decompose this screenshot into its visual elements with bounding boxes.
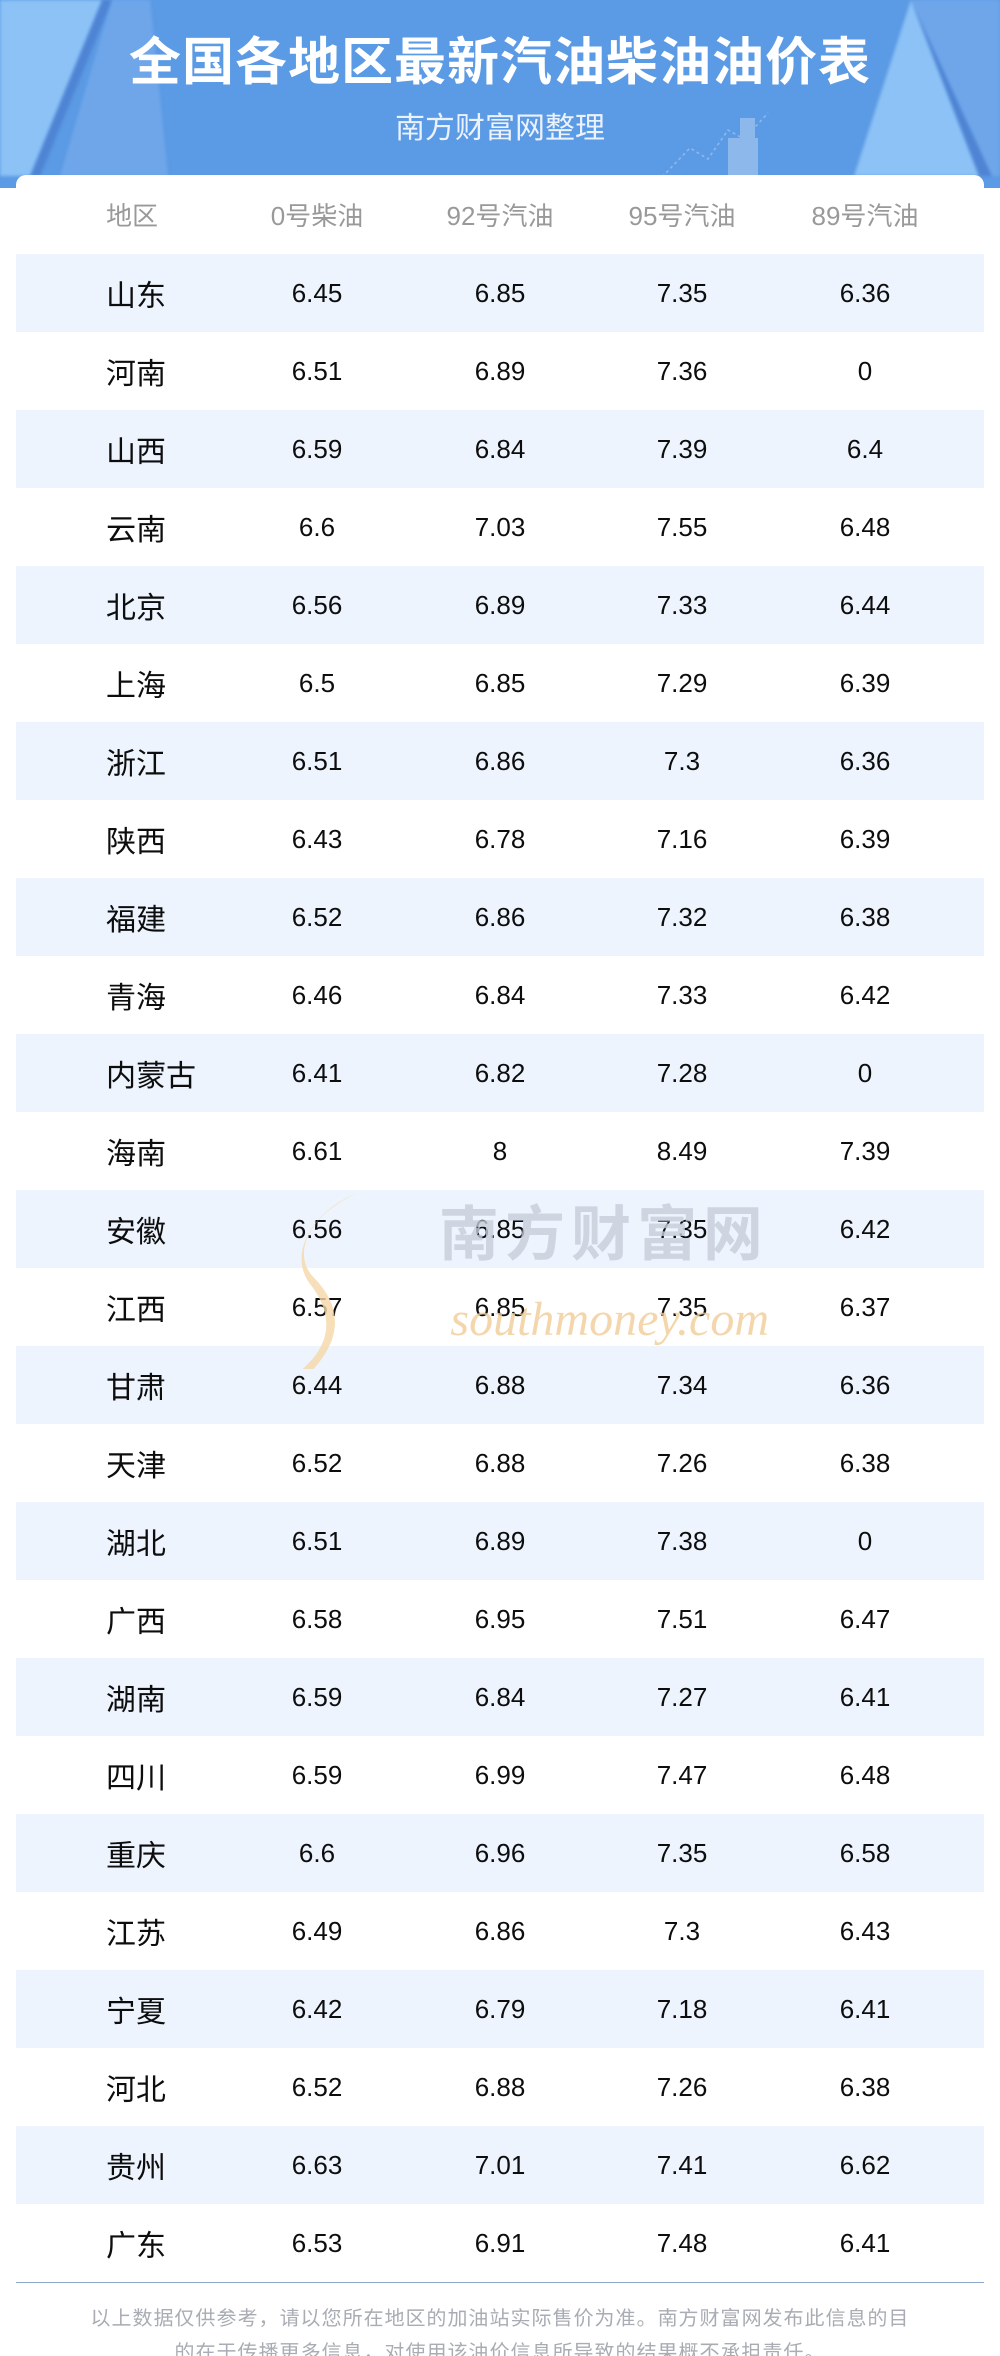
- svg-text:南方财富网: 南方财富网: [439, 1187, 769, 1273]
- svg-text:southmoney.com: southmoney.com: [450, 1293, 769, 1346]
